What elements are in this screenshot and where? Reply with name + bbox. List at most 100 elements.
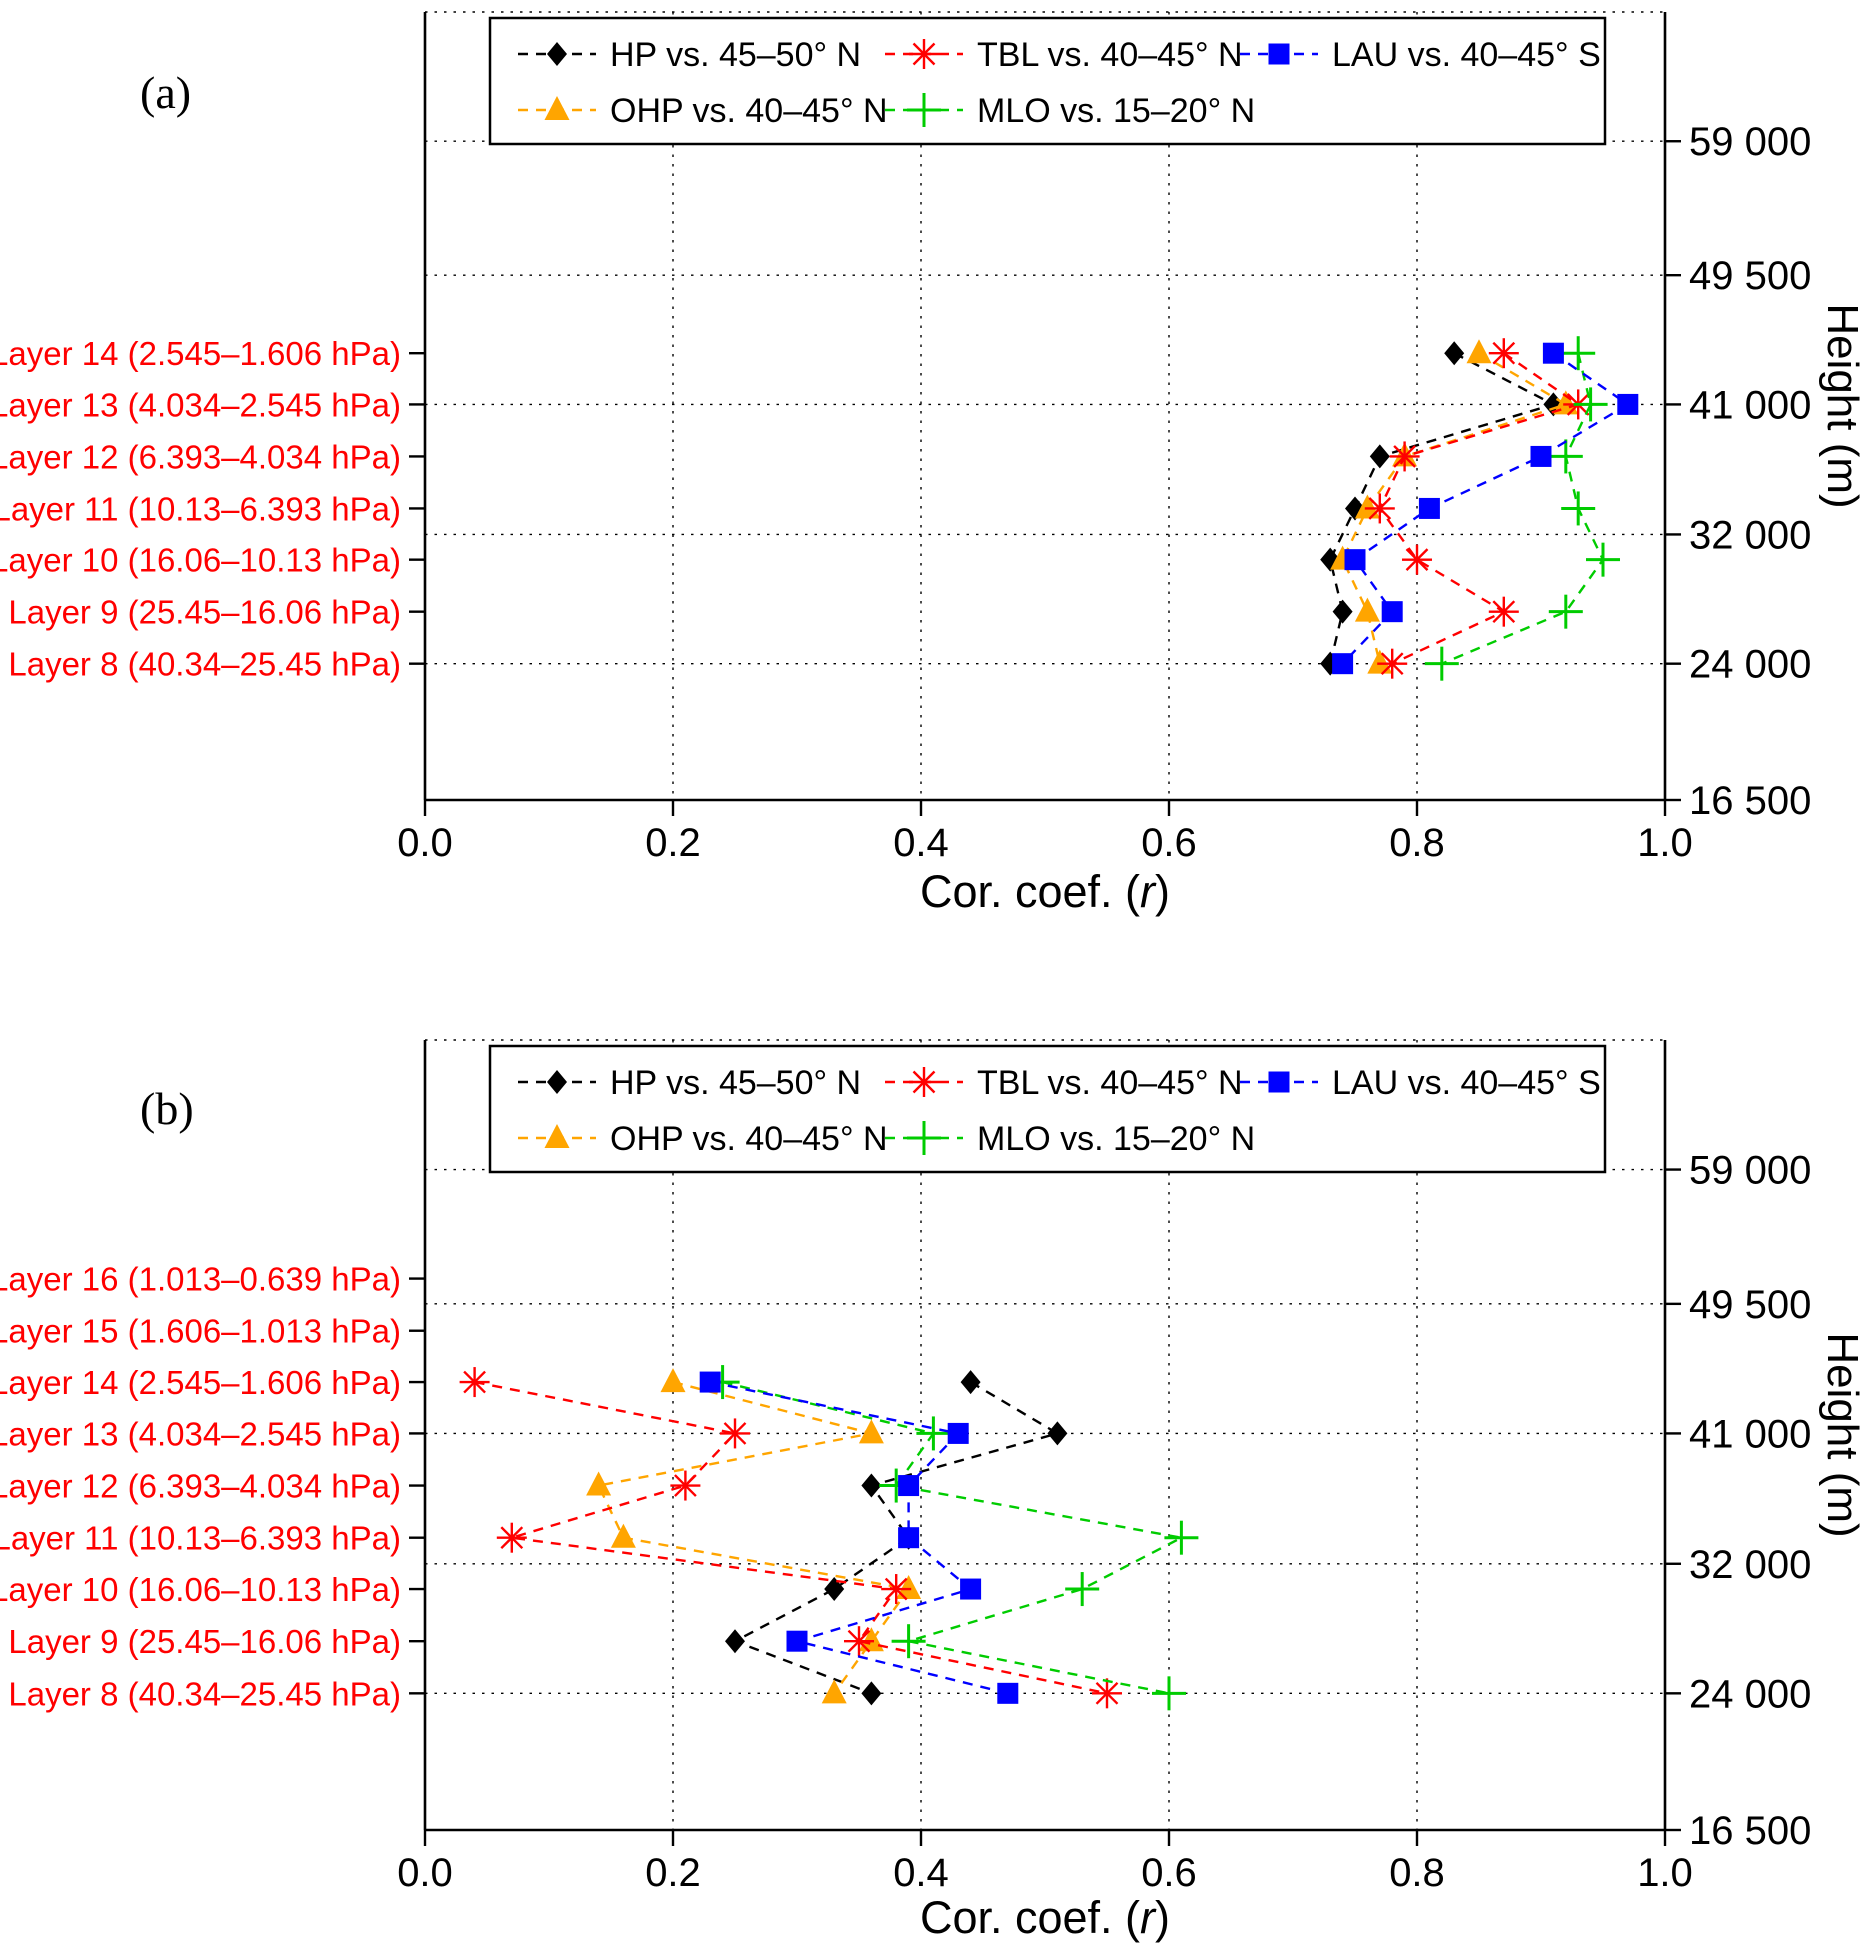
asterisk-marker	[1488, 596, 1519, 627]
triangle-marker	[821, 1679, 847, 1704]
layer-label: Layer 8 (40.34–25.45 hPa)	[8, 1675, 401, 1712]
triangle-marker	[1367, 649, 1393, 674]
legend-entry: HP vs. 45–50° N	[518, 36, 861, 74]
triangle-marker	[544, 96, 570, 120]
plus-marker	[1548, 439, 1583, 474]
layer-label: Layer 9 (25.45–16.06 hPa)	[8, 594, 401, 631]
panel-b-tag: (b)	[140, 1083, 194, 1134]
x-tick-label: 1.0	[1637, 1851, 1693, 1895]
legend-entry: LAU vs. 40–45° S	[1240, 36, 1601, 74]
plus-marker	[1586, 542, 1620, 577]
square-marker	[1542, 342, 1564, 364]
series-markers	[1330, 339, 1579, 674]
square-marker	[1332, 653, 1354, 675]
legend-entry: HP vs. 45–50° N	[518, 1064, 861, 1102]
layer-label: Layer 12 (6.393–4.034 hPa)	[0, 438, 401, 475]
height-tick-label: 41 000	[1689, 1412, 1811, 1456]
square-marker	[997, 1682, 1019, 1704]
x-tick-label: 0.2	[645, 1851, 701, 1895]
y-axis-label-b: Height (m)	[1818, 1332, 1867, 1538]
asterisk-marker	[670, 1470, 701, 1501]
series-markers	[699, 1371, 1019, 1704]
square-marker	[1530, 445, 1552, 467]
asterisk-marker	[720, 1418, 750, 1449]
asterisk-marker	[909, 39, 939, 69]
x-axis-label-suffix: )	[1155, 866, 1171, 917]
x-tick-label: 0.6	[1141, 821, 1197, 865]
diamond-marker	[861, 1473, 882, 1498]
height-tick-label: 16 500	[1689, 1809, 1811, 1853]
x-axis-label-prefix: Cor. coef. (	[919, 866, 1141, 917]
layer-label: Layer 8 (40.34–25.45 hPa)	[8, 646, 401, 683]
series-markers	[1364, 338, 1594, 679]
panel-b-plot: 59 000 49 500 41 000 32 000 24 000 16 500 0.0 0…	[0, 1039, 1811, 1895]
y-axis-label-a: Height (m)	[1818, 303, 1867, 509]
legend-label: OHP vs. 40–45° N	[610, 1120, 888, 1158]
legend-entry: TBL vs. 40–45° N	[885, 36, 1243, 74]
x-tick-label: 0.0	[397, 821, 453, 865]
triangle-marker	[1466, 339, 1492, 364]
asterisk-marker	[1389, 441, 1420, 472]
plus-marker	[891, 1624, 926, 1659]
layer-label: Layer 10 (16.06–10.13 hPa)	[0, 1571, 401, 1608]
x-tick-label: 0.6	[1141, 1851, 1197, 1895]
layer-label: Layer 13 (4.034–2.545 hPa)	[0, 386, 401, 423]
legend-label: LAU vs. 40–45° S	[1332, 36, 1601, 74]
triangle-marker	[660, 1368, 686, 1393]
height-tick-label: 59 000	[1689, 1149, 1811, 1193]
triangle-marker	[610, 1523, 636, 1548]
plus-marker	[1561, 336, 1596, 371]
asterisk-marker	[496, 1522, 527, 1553]
x-axis-label-italic-r: r	[1140, 1892, 1156, 1943]
series-markers	[725, 1370, 1068, 1706]
legend-label: HP vs. 45–50° N	[610, 36, 861, 74]
triangle-marker	[1553, 390, 1579, 415]
square-marker	[1418, 497, 1440, 519]
square-marker	[1617, 393, 1639, 415]
layer-label: Layer 10 (16.06–10.13 hPa)	[0, 542, 401, 579]
x-tick-label: 0.2	[645, 821, 701, 865]
asterisk-marker	[1377, 648, 1408, 679]
plus-marker	[1164, 1520, 1199, 1555]
plus-marker	[1152, 1676, 1186, 1711]
asterisk-marker	[1488, 338, 1519, 369]
height-tick-label: 49 500	[1689, 1283, 1811, 1327]
plus-marker	[1065, 1572, 1100, 1607]
legend-entry: MLO vs. 15–20° N	[885, 1120, 1255, 1158]
triangle-marker	[586, 1471, 612, 1496]
series-markers	[586, 1368, 922, 1704]
square-marker	[1268, 43, 1290, 65]
series-markers	[1332, 342, 1639, 675]
square-marker	[1344, 549, 1366, 571]
plus-marker	[916, 1416, 951, 1451]
series-markers	[1424, 336, 1620, 681]
square-marker	[1268, 1071, 1290, 1093]
triangle-marker	[544, 1124, 570, 1148]
height-tick-label: 49 500	[1689, 254, 1811, 298]
height-tick-label: 32 000	[1689, 513, 1811, 557]
legend-entry: OHP vs. 40–45° N	[518, 92, 888, 130]
layer-label: Layer 9 (25.45–16.06 hPa)	[8, 1623, 401, 1660]
legend-label: MLO vs. 15–20° N	[977, 1120, 1255, 1158]
series-markers	[459, 1367, 1122, 1709]
legend-label: HP vs. 45–50° N	[610, 1064, 861, 1102]
series-markers	[1320, 341, 1564, 676]
legend-entry: TBL vs. 40–45° N	[885, 1064, 1243, 1102]
square-marker	[898, 1475, 920, 1497]
series-markers	[705, 1365, 1199, 1711]
square-marker	[699, 1371, 721, 1393]
x-axis-label-prefix: Cor. coef. (	[919, 1892, 1141, 1943]
height-tick-label: 59 000	[1689, 120, 1811, 164]
plus-marker	[1561, 491, 1596, 526]
x-tick-label: 0.4	[893, 821, 949, 865]
height-tick-label: 24 000	[1689, 643, 1811, 687]
diamond-marker	[960, 1370, 981, 1395]
x-tick-label: 1.0	[1637, 821, 1693, 865]
plus-marker	[907, 93, 941, 127]
diamond-marker	[824, 1577, 845, 1602]
legend-label: TBL vs. 40–45° N	[977, 1064, 1243, 1102]
diamond-marker	[547, 42, 567, 66]
legend-entry: MLO vs. 15–20° N	[885, 92, 1255, 130]
diamond-marker	[1369, 444, 1390, 469]
